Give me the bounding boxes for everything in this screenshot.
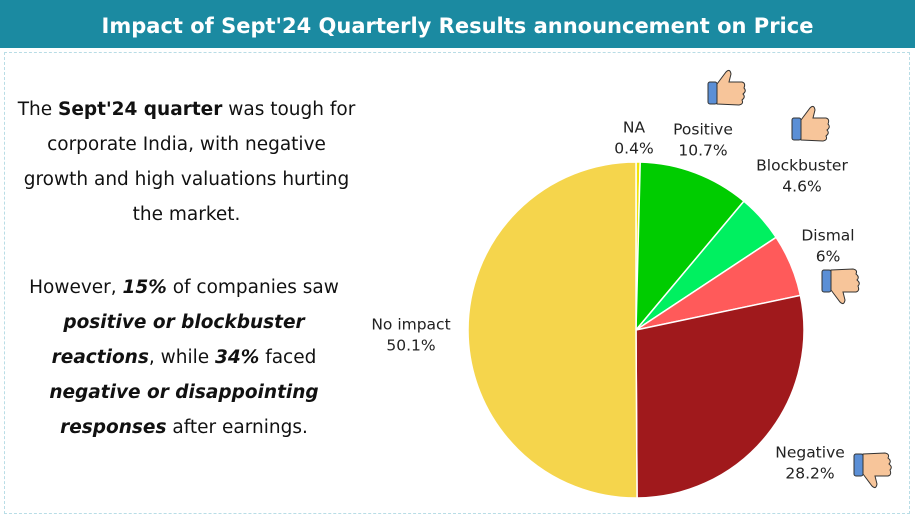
text: 15% [122, 277, 167, 298]
text: faced [259, 347, 317, 368]
slice-label: Negative [775, 444, 845, 462]
text: Sept'24 quarter [58, 99, 223, 120]
text: 34% [215, 347, 260, 368]
thumb-down-icon [821, 268, 860, 305]
pie-slice [467, 161, 638, 499]
text: negative or disappointing responses [49, 382, 319, 438]
description: The Sept'24 quarter was tough for corpor… [14, 92, 359, 232]
pie-slice [635, 294, 805, 499]
slice-label: No impact [371, 316, 450, 334]
text: The [17, 99, 58, 120]
text: was tough for corporate India, with nega… [23, 99, 356, 225]
value-label: 4.6% [782, 178, 821, 196]
thumb-up-icon [791, 105, 830, 142]
pie-slice [635, 161, 745, 333]
slice-label: Dismal [801, 227, 854, 245]
value-label: 0.4% [614, 140, 653, 158]
text: , while [148, 347, 216, 368]
thumb-up-icon [707, 69, 746, 106]
value-label: 6% [816, 248, 841, 266]
value-label: 28.2% [785, 465, 834, 483]
value-label: 10.7% [678, 142, 727, 160]
text: However, [29, 277, 123, 298]
frame [4, 52, 910, 514]
slice-label: Blockbuster [756, 157, 848, 175]
text: of companies saw [166, 277, 339, 298]
slice-label: Positive [673, 121, 733, 139]
slice-label: NA [623, 119, 646, 137]
text: after earnings. [166, 417, 308, 438]
text: positive or blockbuster reactions [51, 312, 305, 368]
description: However, 15% of companies saw positive o… [24, 270, 344, 445]
chart-title: Impact of Sept'24 Quarterly Results anno… [0, 0, 915, 48]
value-label: 50.1% [386, 337, 435, 355]
thumb-down-icon [853, 452, 892, 489]
